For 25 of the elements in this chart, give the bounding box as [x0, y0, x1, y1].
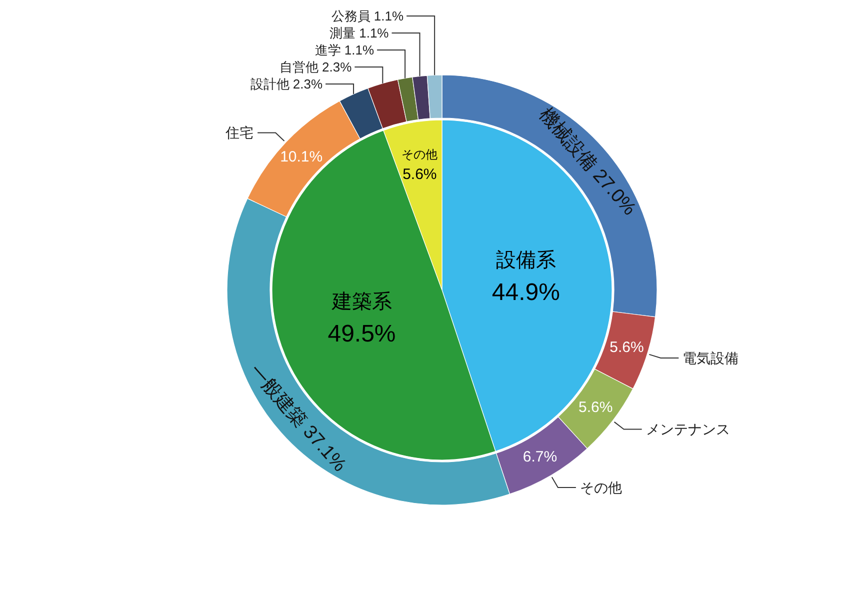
slice-label: 建築系	[330, 291, 392, 314]
data-label: 5.6%	[578, 399, 613, 416]
data-label: 49.5%	[328, 320, 396, 348]
slice-label: 住宅	[224, 124, 254, 141]
slice-label: 電気設備	[682, 350, 739, 366]
data-label: 2.3%	[322, 60, 352, 74]
slice-label: 設備系	[496, 249, 556, 272]
slice-label: 進学	[314, 42, 341, 58]
slice-label: 設計他	[250, 76, 290, 92]
data-label: 5.6%	[610, 338, 644, 356]
data-label: 6.7%	[522, 448, 558, 466]
data-label: 2.3%	[292, 76, 323, 92]
data-label: 44.9%	[492, 278, 560, 306]
data-label: 1.1%	[359, 26, 389, 40]
slice-label: 自営他	[279, 60, 318, 74]
data-label: 5.6%	[402, 166, 437, 183]
slice-label: その他	[402, 147, 438, 162]
data-label: 1.1%	[344, 42, 374, 58]
slice-label: その他	[580, 479, 622, 496]
data-label: 10.1%	[280, 148, 323, 166]
slice-label: 測量	[329, 26, 356, 40]
slice-label: メンテナンス	[646, 421, 730, 438]
slice-label: 機械設備	[534, 104, 601, 176]
slice-label: 公務員	[331, 8, 370, 24]
data-label: 1.1%	[374, 8, 404, 24]
